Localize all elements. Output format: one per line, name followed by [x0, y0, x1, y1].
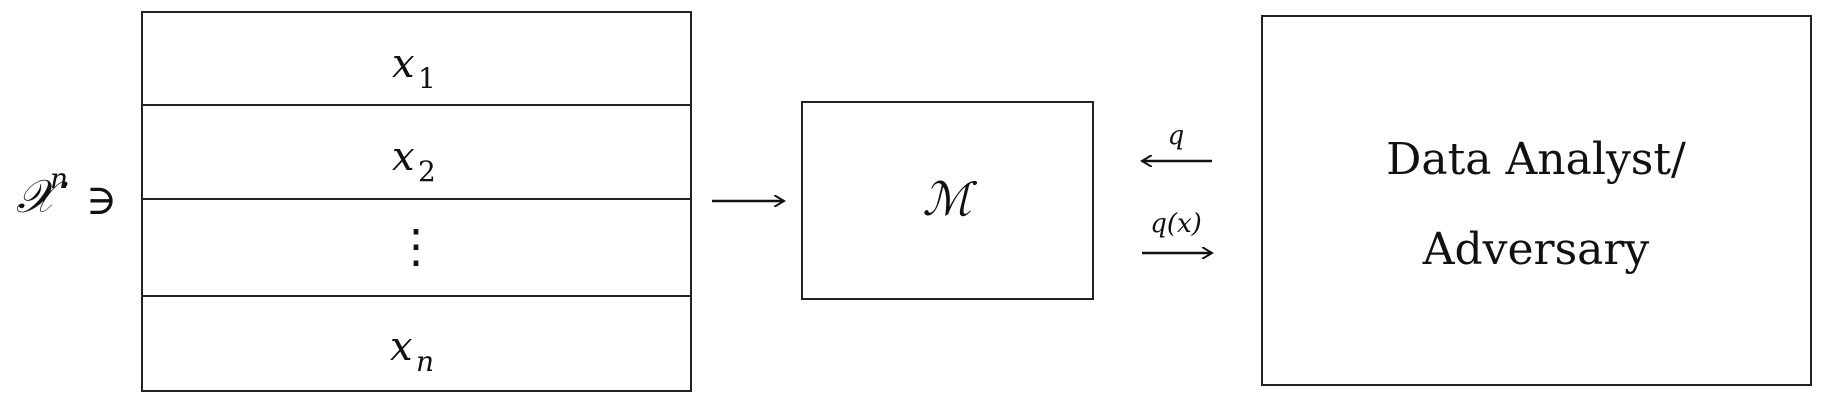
row-var: x — [392, 41, 415, 87]
dataset-row-1: x 1 — [392, 41, 436, 95]
member-symbol: ∋ — [86, 175, 117, 224]
row-sub: n — [416, 345, 434, 378]
analyst-box: Data Analyst/ Adversary — [1261, 15, 1812, 386]
dataset-row-n: x n — [390, 324, 434, 378]
row-sub: 1 — [418, 62, 436, 95]
vertical-ellipsis: ⋮ — [393, 219, 439, 273]
mechanism-border — [801, 101, 1094, 300]
dataset-table-border — [141, 11, 692, 392]
domain-exponent: n — [50, 162, 68, 195]
dataset-row-2: x 2 — [392, 134, 436, 188]
analyst-line-2: Adversary — [1422, 224, 1650, 275]
query-arrow-group: q — [1142, 121, 1212, 161]
row-var: x — [392, 134, 415, 180]
domain-label: 𝒳 n ∋ — [16, 162, 117, 224]
row-var: x — [390, 324, 413, 370]
answer-label: q(x) — [1150, 209, 1202, 239]
dataset-table: x 1 x 2 ⋮ x n — [141, 11, 692, 392]
analyst-border — [1261, 15, 1812, 386]
mechanism-box: ℳ — [801, 101, 1094, 300]
analyst-line-1: Data Analyst/ — [1386, 134, 1686, 185]
query-label: q — [1168, 121, 1185, 151]
answer-arrow-group: q(x) — [1142, 209, 1212, 253]
row-sub: 2 — [418, 155, 436, 188]
mechanism-label: ℳ — [922, 172, 977, 226]
dataset-row-ellipsis: ⋮ — [393, 219, 439, 273]
